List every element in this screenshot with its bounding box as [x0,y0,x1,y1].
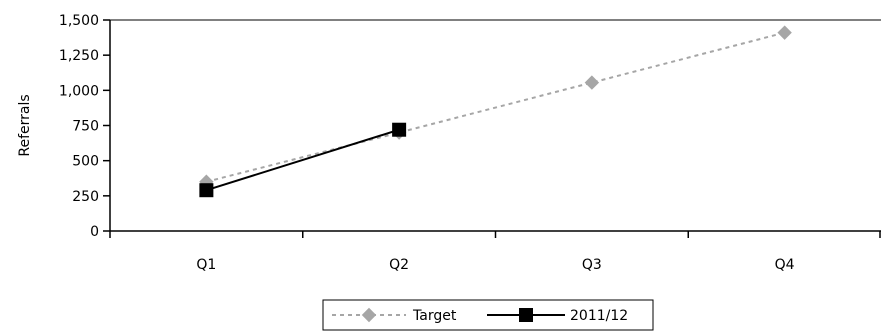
x-tick-label: Q1 [196,257,216,273]
x-tick-label: Q2 [389,257,409,273]
y-tick-label: 1,250 [59,48,99,64]
legend-label: Target [412,308,457,324]
x-tick-label: Q4 [775,257,795,273]
series-line [206,128,400,192]
y-axis: 0 250 500 750 1,000 1,250 1,500 [59,13,111,240]
data-point [777,25,792,40]
x-axis: Q1 Q2 Q3 Q4 [109,230,881,273]
series-line [206,31,785,183]
data-point [584,75,600,90]
y-tick-label: 0 [90,224,99,240]
series-1 [199,122,407,198]
data-point [392,122,407,137]
legend-marker [361,307,377,323]
y-tick-label: 750 [72,119,99,135]
data-point [199,183,214,198]
y-tick-label: 1,000 [59,83,99,99]
y-tick-label: 250 [72,189,99,205]
series-layer [199,25,792,198]
y-tick-label: 500 [72,154,99,170]
legend-label: 2011/12 [570,308,628,324]
y-tick-label: 1,500 [59,13,99,29]
x-tick-label: Q3 [582,257,602,273]
y-axis-title: Referrals [17,94,33,156]
legend-marker [519,308,533,322]
legend: Target 2011/12 [322,299,654,331]
